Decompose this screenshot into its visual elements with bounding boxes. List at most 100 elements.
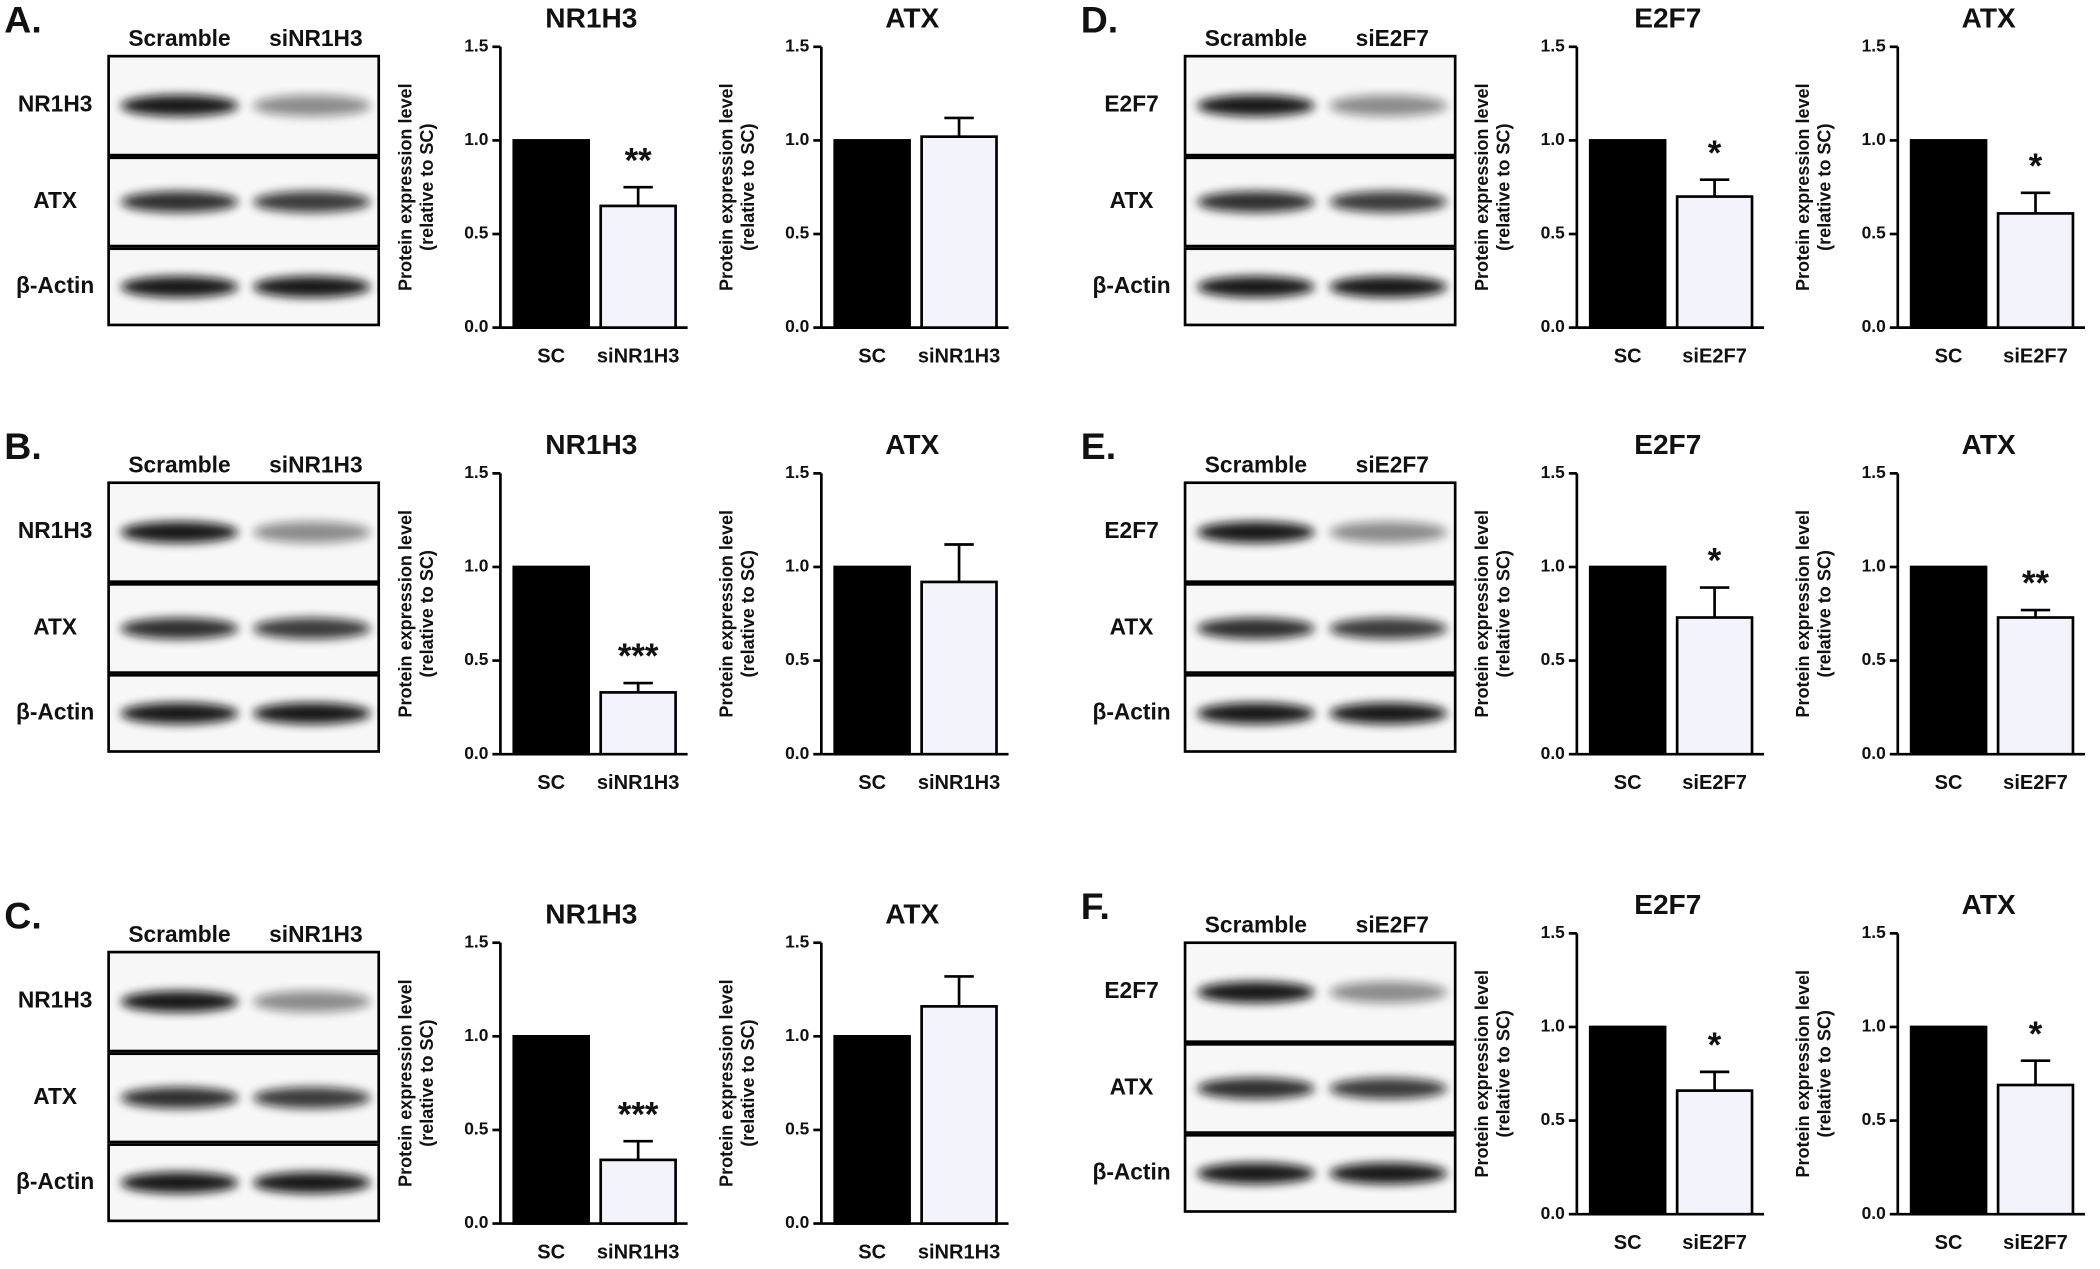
x-tick-label: siNR1H3	[918, 772, 1000, 794]
row-label: ATX	[1110, 613, 1154, 639]
row-label: NR1H3	[18, 987, 93, 1013]
panel-label: D.	[1081, 0, 1118, 41]
x-tick-label: SC	[1614, 345, 1642, 367]
bar	[1588, 1025, 1667, 1216]
bar	[599, 204, 677, 329]
error-bar	[623, 185, 653, 206]
significance: *	[1708, 543, 1722, 581]
blot-band	[120, 617, 239, 640]
blot-band	[1197, 1077, 1315, 1100]
x-tick-label: SC	[1935, 345, 1963, 367]
bar	[1996, 616, 2075, 756]
blot-band	[1197, 1162, 1315, 1185]
lane-label: siE2F7	[1356, 452, 1429, 478]
row-label: ATX	[33, 187, 77, 213]
blot-band	[1329, 191, 1448, 213]
chart-title: NR1H3	[545, 898, 637, 929]
bar	[1909, 565, 1988, 756]
y-tick-label: 0.0	[1541, 316, 1565, 336]
y-tick-label: 0.0	[785, 743, 809, 763]
blot-band	[120, 1172, 239, 1194]
y-axis-label: Protein expression level	[1472, 83, 1492, 291]
blot-band	[1197, 521, 1315, 543]
y-tick-label: 0.5	[1862, 1109, 1886, 1129]
lane-label: siNR1H3	[269, 921, 362, 947]
bar	[599, 1158, 677, 1225]
significance: *	[2029, 1016, 2043, 1054]
blot-band	[1329, 702, 1448, 725]
blot-band	[1197, 276, 1315, 298]
y-tick-label: 1.0	[1862, 556, 1886, 576]
x-tick-label: SC	[537, 345, 565, 367]
blot-band	[1329, 94, 1448, 117]
chart-title: ATX	[1962, 889, 2016, 920]
y-tick-label: 1.0	[464, 129, 488, 149]
x-tick-label: siNR1H3	[918, 1241, 1000, 1263]
chart-title: E2F7	[1634, 2, 1701, 33]
y-axis-label: (relative to SC)	[1493, 1010, 1513, 1137]
y-tick-label: 1.0	[1541, 1016, 1565, 1036]
x-tick-label: SC	[858, 345, 886, 367]
blot-band	[1329, 1162, 1448, 1185]
blot-band	[253, 617, 371, 640]
chart-title: NR1H3	[545, 429, 637, 460]
y-axis-label: (relative to SC)	[738, 124, 758, 251]
y-axis-label: (relative to SC)	[417, 1019, 437, 1146]
y-tick-label: 0.5	[785, 223, 809, 243]
row-label: ATX	[1110, 1073, 1154, 1099]
y-axis-label: (relative to SC)	[738, 1019, 758, 1146]
lane-label: siE2F7	[1356, 25, 1429, 51]
x-tick-label: siE2F7	[1682, 772, 1747, 794]
x-tick-label: siE2F7	[2003, 772, 2068, 794]
row-label: ATX	[1110, 187, 1154, 213]
y-axis-label: Protein expression level	[717, 979, 737, 1187]
y-tick-label: 0.0	[464, 1212, 488, 1232]
blot-band	[1329, 617, 1448, 640]
blot-band	[120, 990, 239, 1013]
lane-label: siNR1H3	[269, 25, 362, 51]
row-label: β-Actin	[1092, 698, 1170, 724]
x-tick-label: SC	[537, 1241, 565, 1263]
y-tick-label: 0.5	[1541, 1109, 1565, 1129]
y-axis-label: Protein expression level	[717, 510, 737, 718]
y-tick-label: 1.5	[1541, 462, 1565, 482]
x-tick-label: SC	[1614, 772, 1642, 794]
x-tick-label: siE2F7	[2003, 1232, 2068, 1254]
error-bar	[944, 116, 974, 137]
error-bar	[2020, 608, 2051, 618]
lane-label: Scramble	[128, 25, 230, 51]
chart-title: NR1H3	[545, 2, 637, 33]
blot-band	[253, 94, 371, 117]
bar	[512, 139, 591, 329]
blot-band	[253, 521, 371, 543]
bar	[1909, 139, 1988, 329]
row-label: E2F7	[1104, 91, 1158, 117]
y-axis-label: (relative to SC)	[738, 550, 758, 677]
blot-band	[120, 1087, 239, 1109]
blot-band	[1329, 1077, 1448, 1100]
y-tick-label: 1.5	[785, 462, 809, 482]
bar	[1675, 195, 1754, 329]
y-tick-label: 0.5	[464, 223, 488, 243]
bar	[1588, 565, 1667, 756]
x-tick-label: SC	[1935, 1232, 1963, 1254]
y-tick-label: 1.0	[1862, 1016, 1886, 1036]
significance: *	[2029, 148, 2043, 186]
y-tick-label: 0.5	[785, 1119, 809, 1139]
bar	[920, 580, 998, 756]
panel-label: F.	[1081, 885, 1110, 927]
chart-title: ATX	[1962, 429, 2016, 460]
blot-band	[120, 191, 239, 213]
y-axis-label: (relative to SC)	[1814, 1010, 1834, 1137]
x-tick-label: siNR1H3	[597, 345, 679, 367]
blot-band	[253, 191, 371, 213]
error-bar	[623, 1139, 653, 1160]
y-tick-label: 1.5	[785, 35, 809, 55]
chart-title: ATX	[1962, 2, 2016, 33]
y-tick-label: 1.0	[1541, 129, 1565, 149]
significance: ***	[618, 638, 659, 676]
error-bar	[944, 975, 974, 1007]
x-tick-label: SC	[537, 772, 565, 794]
bar	[1996, 1083, 2075, 1216]
